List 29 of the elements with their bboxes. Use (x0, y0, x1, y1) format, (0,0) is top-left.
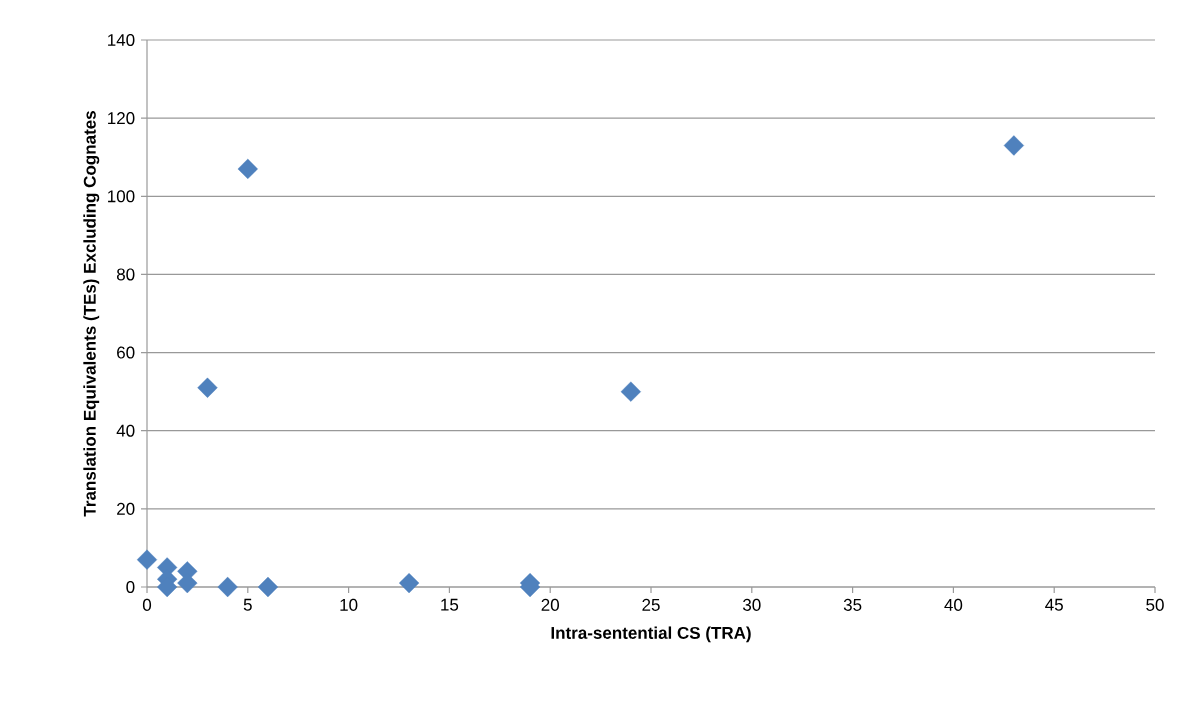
y-tick-label: 40 (116, 424, 135, 437)
x-axis-title: Intra-sentential CS (TRA) (551, 626, 751, 643)
x-tick-label: 5 (243, 598, 252, 611)
x-tick-label: 10 (340, 598, 358, 611)
x-tick-label: 30 (742, 598, 761, 611)
point (217, 576, 238, 598)
x-tick-label: 25 (642, 598, 660, 611)
y-tick-label: 140 (108, 33, 135, 47)
x-tick-label: 40 (944, 598, 963, 611)
y-tick-label: 100 (108, 190, 135, 203)
x-tick-label: 0 (142, 598, 152, 611)
x-tick-label: 35 (843, 598, 862, 611)
point (197, 377, 218, 398)
x-tick-label: 20 (541, 598, 559, 611)
x-tick-label: 15 (441, 598, 459, 611)
y-axis-title: Translation Equivalents (TEs) Excluding Cognates (83, 111, 100, 517)
y-tick-label: 60 (117, 346, 135, 359)
x-tick-label: 50 (1146, 598, 1164, 611)
y-tick-label: 80 (116, 268, 135, 281)
point (1003, 135, 1024, 156)
point (237, 158, 258, 180)
y-tick-label: 120 (108, 112, 135, 125)
point (398, 572, 420, 594)
point (136, 549, 158, 570)
point (257, 576, 279, 598)
y-tick-label: 0 (126, 580, 135, 594)
point (620, 381, 641, 402)
x-tick-label: 45 (1045, 598, 1063, 611)
y-tick-label: 20 (117, 502, 135, 515)
